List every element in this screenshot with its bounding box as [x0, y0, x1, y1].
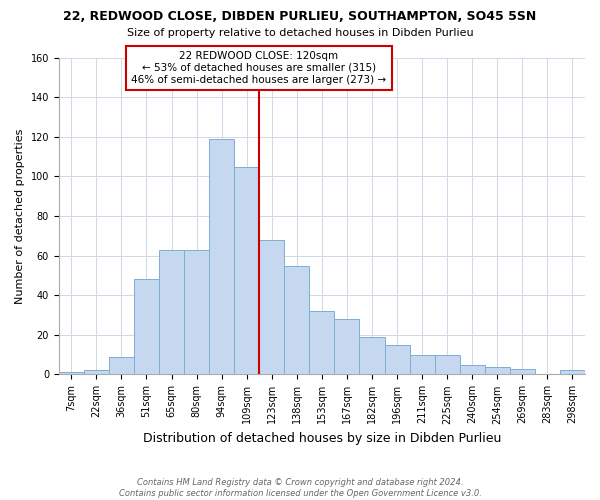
- Text: 22, REDWOOD CLOSE, DIBDEN PURLIEU, SOUTHAMPTON, SO45 5SN: 22, REDWOOD CLOSE, DIBDEN PURLIEU, SOUTH…: [64, 10, 536, 23]
- X-axis label: Distribution of detached houses by size in Dibden Purlieu: Distribution of detached houses by size …: [143, 432, 501, 445]
- Bar: [310, 311, 334, 374]
- Bar: [134, 280, 159, 374]
- Text: Size of property relative to detached houses in Dibden Purlieu: Size of property relative to detached ho…: [127, 28, 473, 38]
- Bar: [334, 319, 359, 374]
- Bar: [510, 368, 535, 374]
- Bar: [560, 370, 585, 374]
- Bar: [159, 250, 184, 374]
- Text: 22 REDWOOD CLOSE: 120sqm
← 53% of detached houses are smaller (315)
46% of semi-: 22 REDWOOD CLOSE: 120sqm ← 53% of detach…: [131, 52, 386, 84]
- Bar: [460, 364, 485, 374]
- Bar: [184, 250, 209, 374]
- Bar: [385, 344, 410, 374]
- Y-axis label: Number of detached properties: Number of detached properties: [15, 128, 25, 304]
- Bar: [485, 366, 510, 374]
- Bar: [84, 370, 109, 374]
- Bar: [359, 337, 385, 374]
- Bar: [259, 240, 284, 374]
- Bar: [284, 266, 310, 374]
- Bar: [410, 354, 434, 374]
- Bar: [234, 166, 259, 374]
- Bar: [59, 372, 84, 374]
- Bar: [109, 356, 134, 374]
- Bar: [209, 139, 234, 374]
- Text: Contains HM Land Registry data © Crown copyright and database right 2024.
Contai: Contains HM Land Registry data © Crown c…: [119, 478, 481, 498]
- Bar: [434, 354, 460, 374]
